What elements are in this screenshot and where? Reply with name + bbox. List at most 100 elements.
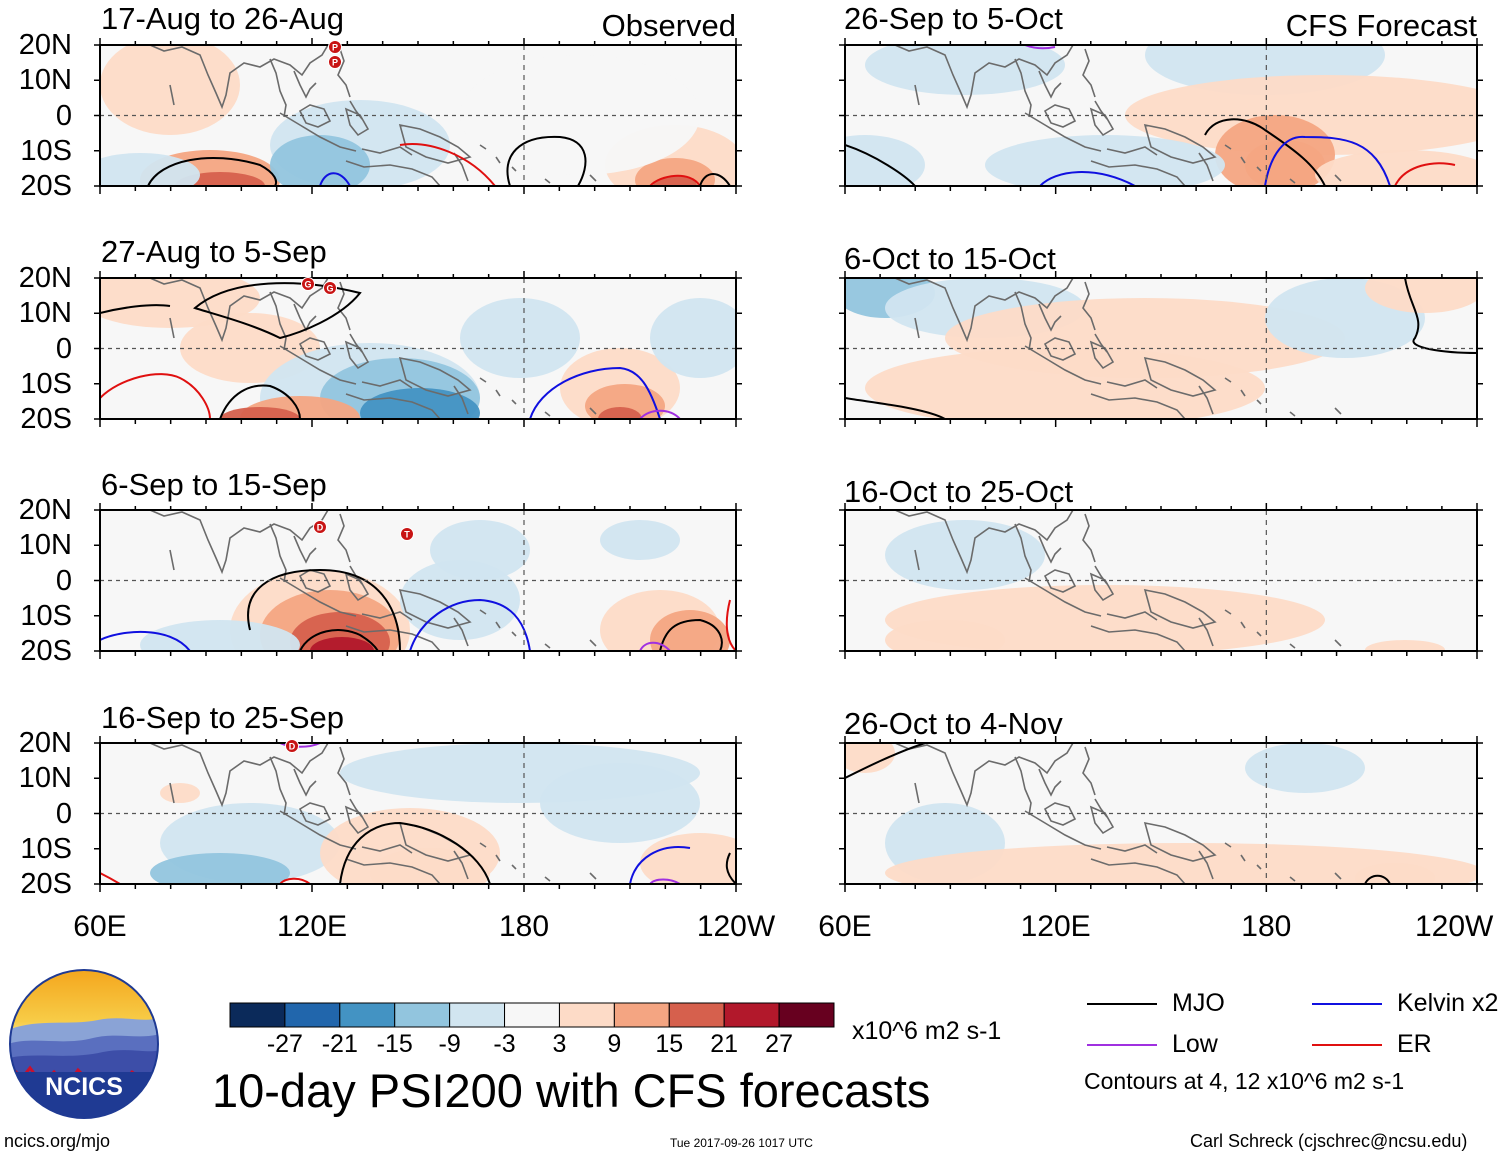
contour-line bbox=[1039, 171, 1136, 186]
colorbar-tick-label: 9 bbox=[607, 1030, 622, 1058]
contour-line bbox=[699, 173, 731, 186]
lon-label: 180 bbox=[498, 910, 550, 943]
legend-line bbox=[1312, 1003, 1382, 1005]
colorbar bbox=[229, 1002, 835, 1028]
contour-line bbox=[339, 821, 491, 884]
colorbar-swatch bbox=[558, 1002, 615, 1028]
colorbar-swatch bbox=[394, 1002, 451, 1028]
colorbar-swatch bbox=[449, 1002, 506, 1028]
lat-label: 10S bbox=[20, 599, 72, 632]
lon-label: 60E bbox=[818, 910, 872, 943]
panel-title-obs-3: 6-Sep to 15-Sep bbox=[101, 467, 327, 502]
contour-line bbox=[399, 143, 496, 186]
map-panel-4 bbox=[100, 743, 736, 884]
lat-label: 0 bbox=[55, 564, 72, 597]
logo-icon: NCICS bbox=[9, 969, 159, 1119]
legend-label: MJO bbox=[1172, 989, 1225, 1017]
footer-timestamp: Tue 2017-09-26 1017 UTC bbox=[670, 1136, 813, 1150]
contour-line bbox=[649, 878, 681, 884]
lon-label: 120W bbox=[1415, 910, 1494, 943]
lon-label: 120E bbox=[1020, 910, 1091, 943]
lat-label: 20S bbox=[20, 403, 72, 435]
storm-marker-icon: P bbox=[328, 40, 342, 54]
panel-title-obs-2: 27-Aug to 5-Sep bbox=[101, 234, 327, 269]
lat-label: 20N bbox=[18, 494, 72, 526]
contour-line bbox=[1264, 135, 1391, 186]
cfs-forecast-label: CFS Forecast bbox=[1285, 8, 1477, 43]
lat-label: 10N bbox=[18, 297, 72, 330]
lat-label: 10S bbox=[20, 367, 72, 400]
main-title: 10-day PSI200 with CFS forecasts bbox=[212, 1064, 931, 1117]
panel-title-fcst-2: 6-Oct to 15-Oct bbox=[844, 241, 1056, 276]
contour-line bbox=[639, 409, 681, 419]
colorbar-swatch bbox=[504, 1002, 560, 1028]
contour-line bbox=[1364, 874, 1391, 884]
logo-text: NCICS bbox=[45, 1073, 123, 1101]
colorbar-tick-label: 15 bbox=[655, 1030, 684, 1058]
contour-line bbox=[845, 144, 916, 186]
storm-marker-icon: D bbox=[285, 739, 299, 753]
contour-line bbox=[845, 743, 926, 779]
panel-title-obs-4: 16-Sep to 25-Sep bbox=[101, 700, 345, 735]
lat-label: 10S bbox=[20, 832, 72, 865]
contour-line bbox=[299, 629, 379, 651]
lon-label: 120E bbox=[276, 910, 348, 943]
map-panel-7 bbox=[845, 510, 1477, 651]
contour-line bbox=[725, 599, 736, 651]
lat-label: 10N bbox=[18, 529, 72, 562]
lat-label: 20S bbox=[20, 868, 72, 900]
storm-marker-icon: T bbox=[400, 527, 414, 541]
lat-label: 20N bbox=[18, 727, 72, 759]
storm-marker-icon: G bbox=[301, 277, 315, 291]
colorbar-swatch bbox=[339, 1002, 396, 1028]
lat-label: 20N bbox=[18, 262, 72, 294]
legend-label: Low bbox=[1172, 1030, 1218, 1058]
contour-line bbox=[193, 282, 362, 340]
map-panel-1 bbox=[100, 45, 736, 186]
observed-label: Observed bbox=[601, 8, 736, 43]
lat-label: 20N bbox=[18, 29, 72, 61]
svg-text:P: P bbox=[332, 58, 338, 68]
contour-line bbox=[279, 743, 321, 748]
colorbar-swatch bbox=[229, 1002, 286, 1028]
svg-text:D: D bbox=[317, 523, 324, 533]
lon-label: 120W bbox=[696, 910, 776, 943]
contour-line bbox=[319, 172, 351, 186]
contour-line bbox=[100, 373, 211, 419]
colorbar-tick-label: -21 bbox=[321, 1030, 358, 1058]
lat-label: 0 bbox=[55, 797, 72, 830]
contours-note: Contours at 4, 12 x10^6 m2 s-1 bbox=[1084, 1068, 1405, 1094]
map-panel-6 bbox=[845, 278, 1477, 419]
footer-url[interactable]: ncics.org/mjo bbox=[4, 1131, 111, 1151]
svg-text:G: G bbox=[304, 280, 311, 290]
map-panel-8 bbox=[845, 743, 1477, 884]
colorbar-swatch bbox=[613, 1002, 670, 1028]
contour-line bbox=[639, 641, 671, 651]
svg-text:P: P bbox=[332, 43, 338, 53]
storm-marker-icon: P bbox=[328, 55, 342, 69]
lon-label: 180 bbox=[1241, 910, 1292, 943]
colorbar-tick-label: -27 bbox=[266, 1030, 303, 1058]
legend-label: Kelvin x2 bbox=[1397, 989, 1499, 1017]
colorbar-swatch bbox=[284, 1002, 341, 1028]
map-panel-3 bbox=[100, 510, 736, 651]
lat-label: 0 bbox=[55, 99, 72, 132]
panel-title-fcst-4: 26-Oct to 4-Nov bbox=[844, 706, 1063, 741]
contour-line bbox=[1204, 118, 1326, 186]
legend-line bbox=[1087, 1044, 1157, 1046]
lat-label: 10N bbox=[18, 64, 72, 97]
colorbar-swatch bbox=[723, 1002, 780, 1028]
contour-line bbox=[100, 304, 171, 314]
contour-line bbox=[1404, 278, 1477, 354]
contour-line bbox=[219, 384, 301, 419]
lat-label: 10N bbox=[18, 762, 72, 795]
svg-text:T: T bbox=[404, 530, 410, 540]
colorbar-swatch bbox=[668, 1002, 725, 1028]
footer-credit: Carl Schreck (cjschrec@ncsu.edu) bbox=[1190, 1131, 1468, 1151]
contour-line bbox=[845, 397, 946, 419]
contour-line bbox=[1394, 162, 1456, 186]
contour-line bbox=[529, 366, 661, 419]
lat-label: 20S bbox=[20, 635, 72, 667]
